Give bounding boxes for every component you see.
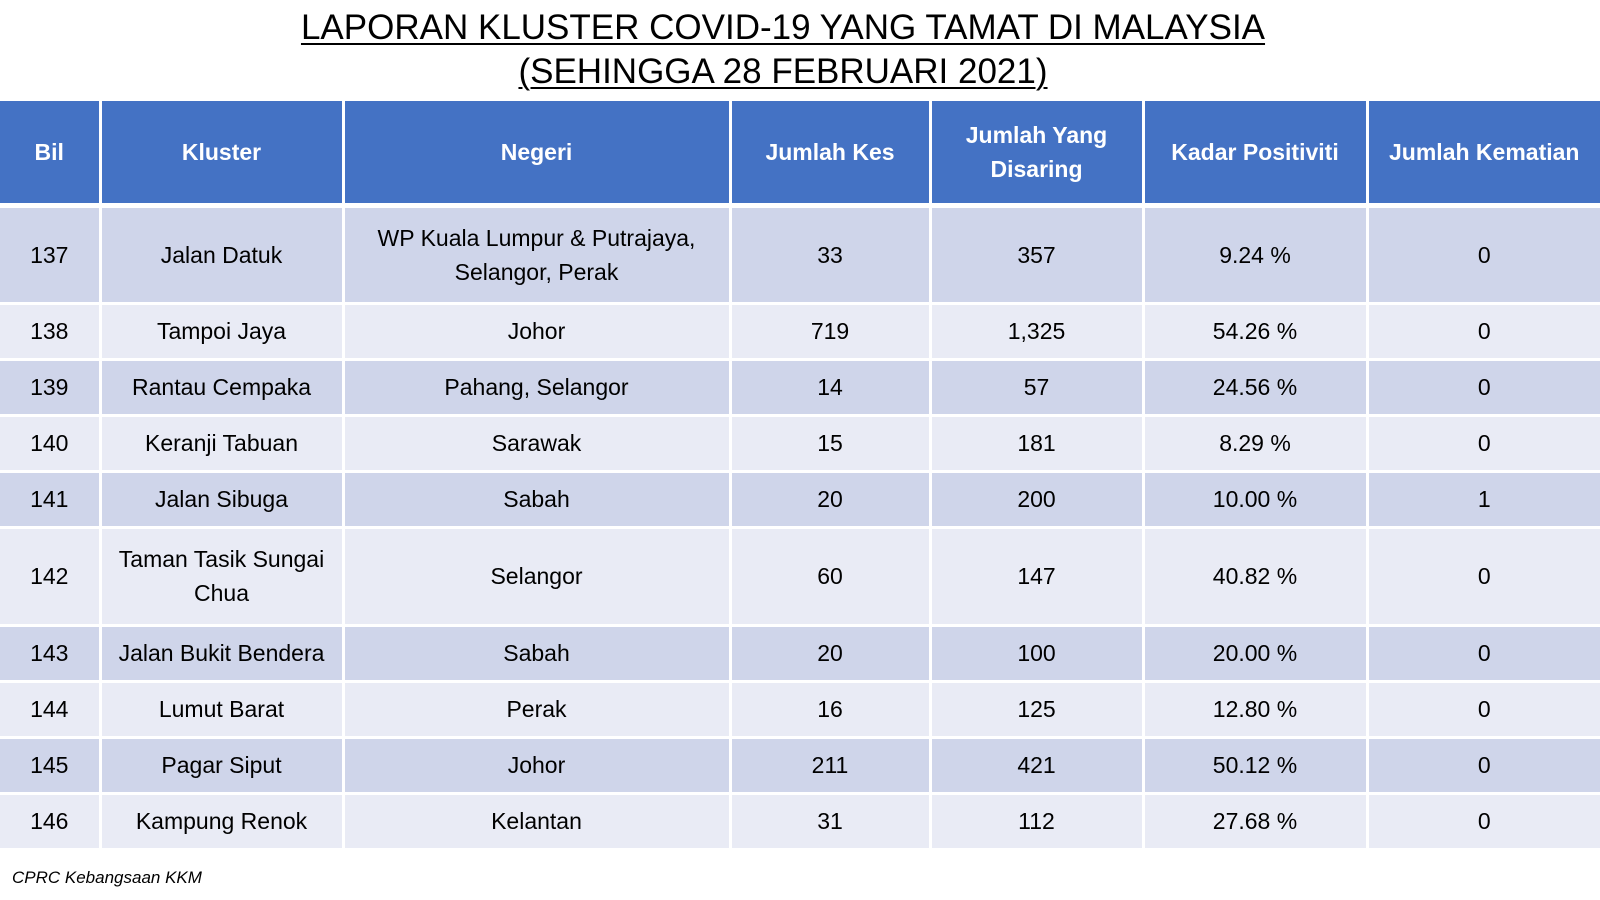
- cell-jumlah-disaring: 200: [930, 471, 1145, 529]
- cell-bil: 139: [0, 359, 102, 417]
- cell-negeri-text: WP Kuala Lumpur & Putrajaya, Selangor, P…: [377, 224, 696, 285]
- cell-kadar-positiviti: 50.12 %: [1143, 737, 1369, 795]
- cell-bil: 144: [0, 681, 102, 739]
- cell-jumlah-kematian: 0: [1367, 793, 1600, 851]
- cell-jumlah-kematian: 1: [1367, 471, 1600, 529]
- cell-bil: 137: [0, 205, 102, 305]
- cell-jumlah-disaring: 421: [930, 737, 1145, 795]
- cell-jumlah-kes: 20: [730, 471, 932, 529]
- cell-kluster: Jalan Bukit Bendera: [100, 625, 345, 683]
- cell-kluster: Pagar Siput: [100, 737, 345, 795]
- cell-jumlah-kes: 15: [730, 415, 932, 473]
- cell-jumlah-disaring: 181: [930, 415, 1145, 473]
- report-title: LAPORAN KLUSTER COVID-19 YANG TAMAT DI M…: [0, 6, 1566, 94]
- cell-jumlah-kematian: 0: [1367, 205, 1600, 305]
- cell-jumlah-kes: 20: [730, 625, 932, 683]
- cell-negeri: Perak: [343, 681, 732, 739]
- cell-jumlah-disaring: 357: [930, 205, 1145, 305]
- header-jumlah-disaring-label: Jumlah Yang Disaring: [965, 121, 1108, 182]
- header-row: Bil Kluster Negeri Jumlah Kes Jumlah Yan…: [0, 101, 1600, 208]
- cell-bil: 141: [0, 471, 102, 529]
- table-row: 140 Keranji Tabuan Sarawak 15 181 8.29 %…: [0, 415, 1600, 473]
- header-kluster: Kluster: [100, 101, 345, 208]
- cell-jumlah-disaring: 57: [930, 359, 1145, 417]
- cell-negeri: Selangor: [343, 527, 732, 627]
- cell-bil: 138: [0, 303, 102, 361]
- cell-jumlah-disaring: 1,325: [930, 303, 1145, 361]
- table-row: 144 Lumut Barat Perak 16 125 12.80 % 0: [0, 681, 1600, 739]
- cell-jumlah-kes: 31: [730, 793, 932, 851]
- cell-kadar-positiviti: 8.29 %: [1143, 415, 1369, 473]
- cell-jumlah-kes: 719: [730, 303, 932, 361]
- header-negeri: Negeri: [343, 101, 732, 208]
- cell-jumlah-disaring: 147: [930, 527, 1145, 627]
- cell-negeri: Sarawak: [343, 415, 732, 473]
- cell-negeri: Johor: [343, 737, 732, 795]
- header-bil: Bil: [0, 101, 102, 208]
- cell-jumlah-kematian: 0: [1367, 303, 1600, 361]
- table-row: 143 Jalan Bukit Bendera Sabah 20 100 20.…: [0, 625, 1600, 683]
- source-note: CPRC Kebangsaan KKM: [12, 868, 202, 887]
- cell-jumlah-kes: 16: [730, 681, 932, 739]
- cell-jumlah-kematian: 0: [1367, 681, 1600, 739]
- cell-jumlah-kematian: 0: [1367, 359, 1600, 417]
- table-row: 145 Pagar Siput Johor 211 421 50.12 % 0: [0, 737, 1600, 795]
- cell-kadar-positiviti: 12.80 %: [1143, 681, 1369, 739]
- header-kadar-positiviti: Kadar Positiviti: [1143, 101, 1369, 208]
- cell-negeri: Sabah: [343, 471, 732, 529]
- cell-kadar-positiviti: 24.56 %: [1143, 359, 1369, 417]
- cell-jumlah-kes: 33: [730, 205, 932, 305]
- cell-kluster: Jalan Datuk: [100, 205, 345, 305]
- cell-bil: 140: [0, 415, 102, 473]
- cell-bil: 142: [0, 527, 102, 627]
- table-row: 142 Taman Tasik Sungai Chua Selangor 60 …: [0, 527, 1600, 627]
- report-title-line-1: LAPORAN KLUSTER COVID-19 YANG TAMAT DI M…: [300, 8, 1266, 47]
- table-body: 137 Jalan Datuk WP Kuala Lumpur & Putraj…: [0, 205, 1600, 851]
- table-row: 139 Rantau Cempaka Pahang, Selangor 14 5…: [0, 359, 1600, 417]
- cell-jumlah-kematian: 0: [1367, 415, 1600, 473]
- cell-jumlah-kematian: 0: [1367, 625, 1600, 683]
- cell-bil: 143: [0, 625, 102, 683]
- cell-kluster: Rantau Cempaka: [100, 359, 345, 417]
- table-row: 141 Jalan Sibuga Sabah 20 200 10.00 % 1: [0, 471, 1600, 529]
- header-jumlah-kematian: Jumlah Kematian: [1367, 101, 1600, 208]
- cell-kluster: Kampung Renok: [100, 793, 345, 851]
- cell-jumlah-kes: 211: [730, 737, 932, 795]
- cell-kadar-positiviti: 9.24 %: [1143, 205, 1369, 305]
- cluster-table: Bil Kluster Negeri Jumlah Kes Jumlah Yan…: [0, 101, 1600, 851]
- cell-kadar-positiviti: 10.00 %: [1143, 471, 1369, 529]
- cell-kadar-positiviti: 27.68 %: [1143, 793, 1369, 851]
- cell-jumlah-disaring: 112: [930, 793, 1145, 851]
- cell-negeri: Pahang, Selangor: [343, 359, 732, 417]
- cell-negeri: Sabah: [343, 625, 732, 683]
- cell-kluster: Tampoi Jaya: [100, 303, 345, 361]
- cell-kadar-positiviti: 40.82 %: [1143, 527, 1369, 627]
- cell-jumlah-disaring: 125: [930, 681, 1145, 739]
- cell-jumlah-kematian: 0: [1367, 737, 1600, 795]
- cell-negeri: Kelantan: [343, 793, 732, 851]
- cell-bil: 145: [0, 737, 102, 795]
- table-header: Bil Kluster Negeri Jumlah Kes Jumlah Yan…: [0, 101, 1600, 208]
- cell-jumlah-kes: 14: [730, 359, 932, 417]
- report-title-line-2: (SEHINGGA 28 FEBRUARI 2021): [518, 52, 1048, 91]
- cell-jumlah-kematian: 0: [1367, 527, 1600, 627]
- cell-kadar-positiviti: 54.26 %: [1143, 303, 1369, 361]
- table-row: 146 Kampung Renok Kelantan 31 112 27.68 …: [0, 793, 1600, 851]
- cell-kluster: Lumut Barat: [100, 681, 345, 739]
- cell-jumlah-kes: 60: [730, 527, 932, 627]
- cell-kluster: Taman Tasik Sungai Chua: [100, 527, 345, 627]
- cell-jumlah-disaring: 100: [930, 625, 1145, 683]
- cell-kluster: Jalan Sibuga: [100, 471, 345, 529]
- table-row: 138 Tampoi Jaya Johor 719 1,325 54.26 % …: [0, 303, 1600, 361]
- cell-kadar-positiviti: 20.00 %: [1143, 625, 1369, 683]
- table-row: 137 Jalan Datuk WP Kuala Lumpur & Putraj…: [0, 205, 1600, 305]
- cell-negeri: Johor: [343, 303, 732, 361]
- header-jumlah-kes: Jumlah Kes: [730, 101, 932, 208]
- cell-negeri: WP Kuala Lumpur & Putrajaya, Selangor, P…: [343, 205, 732, 305]
- cell-bil: 146: [0, 793, 102, 851]
- header-jumlah-disaring: Jumlah Yang Disaring: [930, 101, 1145, 208]
- cell-kluster-text: Taman Tasik Sungai Chua: [118, 546, 325, 606]
- cell-kluster: Keranji Tabuan: [100, 415, 345, 473]
